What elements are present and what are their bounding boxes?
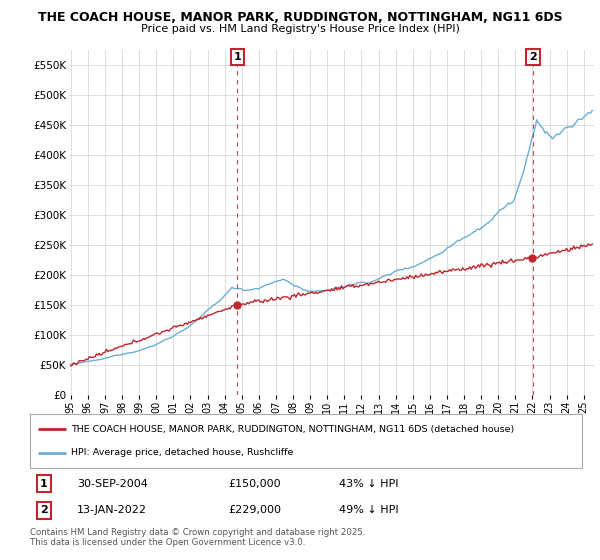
Text: 2: 2 — [529, 52, 537, 62]
Text: Contains HM Land Registry data © Crown copyright and database right 2025.
This d: Contains HM Land Registry data © Crown c… — [30, 528, 365, 547]
Text: THE COACH HOUSE, MANOR PARK, RUDDINGTON, NOTTINGHAM, NG11 6DS (detached house): THE COACH HOUSE, MANOR PARK, RUDDINGTON,… — [71, 425, 515, 434]
Text: 2: 2 — [40, 505, 47, 515]
Text: 30-SEP-2004: 30-SEP-2004 — [77, 479, 148, 489]
Text: 49% ↓ HPI: 49% ↓ HPI — [339, 505, 399, 515]
Text: 43% ↓ HPI: 43% ↓ HPI — [339, 479, 398, 489]
Text: 1: 1 — [40, 479, 47, 489]
Text: HPI: Average price, detached house, Rushcliffe: HPI: Average price, detached house, Rush… — [71, 448, 294, 457]
Text: £150,000: £150,000 — [229, 479, 281, 489]
Text: THE COACH HOUSE, MANOR PARK, RUDDINGTON, NOTTINGHAM, NG11 6DS: THE COACH HOUSE, MANOR PARK, RUDDINGTON,… — [38, 11, 562, 24]
Text: 1: 1 — [233, 52, 241, 62]
Text: Price paid vs. HM Land Registry's House Price Index (HPI): Price paid vs. HM Land Registry's House … — [140, 24, 460, 34]
Text: £229,000: £229,000 — [229, 505, 282, 515]
Text: 13-JAN-2022: 13-JAN-2022 — [77, 505, 147, 515]
